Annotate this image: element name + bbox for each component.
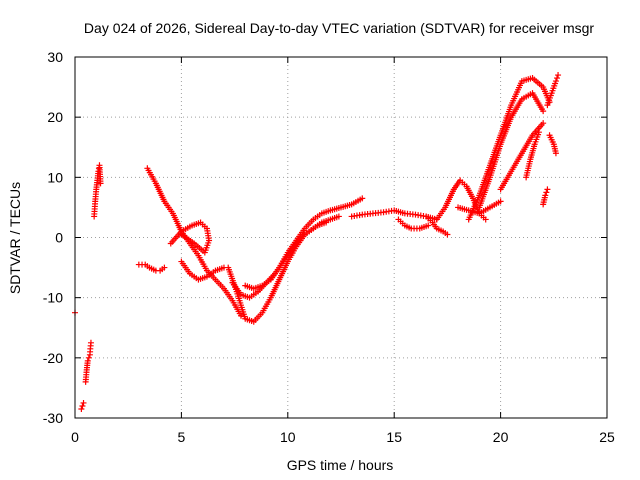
y-tick-label: 10 xyxy=(47,169,63,185)
data-point xyxy=(78,405,85,412)
y-axis-label: SDTVAR / TECUs xyxy=(7,182,23,294)
data-point-trail xyxy=(543,189,550,196)
data-point xyxy=(552,150,559,157)
data-point xyxy=(540,108,547,115)
data-point xyxy=(359,195,366,202)
data-point xyxy=(87,339,94,346)
data-point xyxy=(84,357,91,364)
y-tick-label: -10 xyxy=(43,290,63,306)
data-point xyxy=(97,180,104,187)
y-tick-label: 30 xyxy=(47,49,63,65)
data-point xyxy=(79,402,86,409)
data-point xyxy=(335,213,342,220)
x-tick-label: 15 xyxy=(386,429,402,445)
data-points xyxy=(72,72,562,412)
data-point xyxy=(542,192,549,199)
data-point xyxy=(323,219,330,226)
plot-frame xyxy=(74,56,608,419)
data-point xyxy=(161,264,168,271)
data-point xyxy=(540,120,547,127)
data-point xyxy=(555,72,562,79)
data-point xyxy=(178,231,185,238)
y-tick-label: 20 xyxy=(47,109,63,125)
y-tick-label: -20 xyxy=(43,350,63,366)
data-point xyxy=(552,78,559,85)
data-point xyxy=(497,198,504,205)
x-tick-label: 10 xyxy=(280,429,296,445)
x-tick-label: 25 xyxy=(599,429,615,445)
x-tick-label: 20 xyxy=(493,429,509,445)
data-point-trail xyxy=(553,75,560,82)
x-axis: 0 5 10 15 20 25 xyxy=(71,57,615,445)
x-tick-label: 5 xyxy=(178,429,186,445)
data-point xyxy=(425,222,432,229)
data-point xyxy=(80,399,87,406)
data-point xyxy=(444,231,451,238)
x-axis-label: GPS time / hours xyxy=(287,457,394,473)
data-point xyxy=(85,354,92,361)
y-tick-label: 0 xyxy=(55,230,63,246)
data-point xyxy=(482,216,489,223)
grid xyxy=(75,57,607,418)
data-point xyxy=(544,186,551,193)
data-point xyxy=(535,129,542,136)
chart-title: Day 024 of 2026, Sidereal Day-to-day VTE… xyxy=(84,20,594,36)
x-tick-label: 0 xyxy=(71,429,79,445)
y-tick-label: -30 xyxy=(43,410,63,426)
